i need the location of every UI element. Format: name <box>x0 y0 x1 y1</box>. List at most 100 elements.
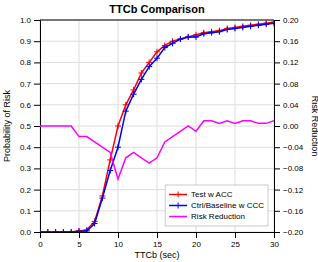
tick: 0.0 <box>20 228 40 237</box>
marker <box>53 229 59 232</box>
legend: Test w ACCCtrl/Baseline w CCCRisk Reduct… <box>165 185 268 226</box>
tick: −0.12 <box>274 186 304 195</box>
tick: 25 <box>231 232 240 249</box>
tick-mark <box>274 62 280 63</box>
tick: 5 <box>77 232 82 249</box>
tick-label: 0.3 <box>20 164 32 173</box>
tick: −0.04 <box>274 143 304 152</box>
tick-label: 0.9 <box>20 37 32 46</box>
marker <box>45 229 51 232</box>
tick-mark <box>274 20 280 21</box>
tick-mark <box>34 232 40 233</box>
grid-line <box>40 41 274 42</box>
marker <box>60 229 66 232</box>
grid-line <box>40 126 274 127</box>
grid-line <box>40 83 274 84</box>
tick-mark <box>196 232 197 238</box>
tick-label: 0.00 <box>283 122 299 131</box>
tick-mark <box>274 232 280 233</box>
tick-label: 15 <box>153 240 162 249</box>
legend-label: Risk Reduction <box>191 212 245 221</box>
tick: 0.8 <box>20 58 40 67</box>
marker <box>177 36 183 42</box>
tick-label: 20 <box>192 240 201 249</box>
tick-label: 0.12 <box>283 58 299 67</box>
marker <box>201 31 207 37</box>
marker <box>263 21 269 27</box>
tick-mark <box>34 147 40 148</box>
tick-mark <box>34 126 40 127</box>
marker <box>60 229 66 232</box>
tick: 0.04 <box>274 101 299 110</box>
tick-mark <box>274 211 280 212</box>
tick-label: 0.04 <box>283 101 299 110</box>
tick: 1.0 <box>20 16 40 25</box>
chart: 0510152025300.00.10.20.30.40.50.60.70.80… <box>0 0 318 262</box>
tick-label: 0.1 <box>20 207 32 216</box>
grid-line <box>40 62 274 63</box>
grid-line <box>40 147 274 148</box>
line <box>40 22 274 232</box>
tick-mark <box>34 190 40 191</box>
tick-mark <box>274 41 280 42</box>
marker <box>84 228 90 232</box>
tick-label: 0.16 <box>283 37 299 46</box>
tick-label: −0.20 <box>283 228 304 237</box>
tick-label: 5 <box>77 240 82 249</box>
tick: −0.08 <box>274 164 304 173</box>
tick: 30 <box>270 232 279 249</box>
marker <box>53 229 59 232</box>
tick: 0 <box>38 232 43 249</box>
tick: 20 <box>192 232 201 249</box>
tick-label: 0.2 <box>20 186 32 195</box>
tick: 0.6 <box>20 101 40 110</box>
tick-mark <box>274 126 280 127</box>
title: TTCb Comparison <box>109 3 205 15</box>
marker <box>185 34 191 40</box>
marker <box>40 229 43 232</box>
tick-label: 25 <box>231 240 240 249</box>
y-axis: 0.00.10.20.30.40.50.60.70.80.91.0 <box>20 16 41 237</box>
tick-mark <box>118 232 119 238</box>
legend-label: Ctrl/Baseline w CCC <box>191 201 264 210</box>
legend-marker <box>175 203 181 209</box>
tick: 0.12 <box>274 58 299 67</box>
legend-marker <box>175 192 181 198</box>
marker <box>115 144 121 150</box>
y-axis-title: Probability of Risk <box>2 89 12 162</box>
tick-label: 0.20 <box>283 16 299 25</box>
tick-mark <box>79 232 80 238</box>
marker <box>154 49 160 55</box>
x-axis-title: TTCb (sec) <box>135 250 180 260</box>
tick-mark <box>34 84 40 85</box>
tick-mark <box>235 232 236 238</box>
grid-line <box>40 104 274 105</box>
marker <box>45 229 51 232</box>
tick-mark <box>274 105 280 106</box>
tick-label: 0.0 <box>20 228 32 237</box>
marker <box>177 36 183 42</box>
marker <box>240 24 246 30</box>
grid-line <box>40 168 274 169</box>
tick: −0.20 <box>274 228 304 237</box>
marker <box>255 22 261 28</box>
tick: 15 <box>153 232 162 249</box>
tick-label: 1.0 <box>20 16 32 25</box>
tick-mark <box>274 147 280 148</box>
tick-mark <box>34 41 40 42</box>
series-group <box>40 20 274 232</box>
tick-label: −0.16 <box>283 207 304 216</box>
y2-axis: −0.20−0.16−0.12−0.08−0.040.000.040.080.1… <box>274 16 304 237</box>
line <box>40 23 274 232</box>
tick-label: −0.08 <box>283 164 304 173</box>
marker <box>40 229 43 232</box>
tick-label: 0.5 <box>20 122 32 131</box>
tick-label: 0.7 <box>20 80 32 89</box>
marker <box>170 40 176 46</box>
tick: 10 <box>114 232 123 249</box>
marker <box>138 76 144 82</box>
tick: 0.3 <box>20 164 40 173</box>
tick-mark <box>274 84 280 85</box>
tick-mark <box>34 105 40 106</box>
tick-mark <box>157 232 158 238</box>
